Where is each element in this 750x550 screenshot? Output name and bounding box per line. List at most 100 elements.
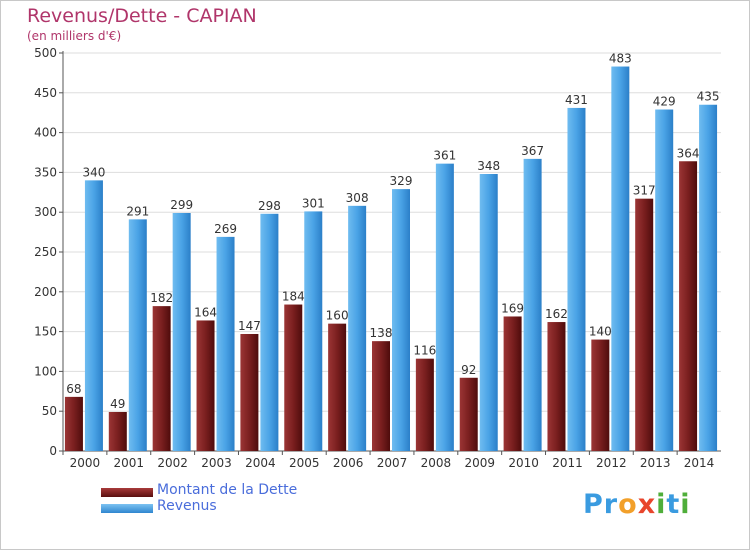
bar-revenus (479, 173, 498, 451)
bar-dette (64, 396, 83, 451)
y-tick-label: 150 (34, 325, 57, 339)
legend-label-revenus: Revenus (157, 498, 217, 514)
data-label-revenus: 269 (214, 222, 237, 236)
x-tick-label: 2005 (289, 456, 320, 470)
bar-revenus (216, 236, 235, 451)
logo-letter: x (637, 489, 657, 520)
y-tick-label: 100 (34, 364, 57, 378)
y-tick-label: 400 (34, 126, 57, 140)
x-tick-label: 2007 (377, 456, 408, 470)
data-label-dette: 92 (461, 363, 476, 377)
bar-revenus (567, 107, 586, 451)
y-tick-label: 0 (49, 444, 57, 458)
proxiti-logo: Proxiti (583, 489, 691, 520)
bar-revenus (172, 212, 191, 451)
x-tick-label: 2010 (508, 456, 539, 470)
data-label-dette: 68 (66, 382, 81, 396)
data-label-revenus: 483 (609, 52, 632, 66)
bar-revenus (523, 158, 542, 452)
bar-dette (152, 306, 171, 451)
bar-dette (196, 320, 215, 451)
logo-letter: o (618, 489, 638, 520)
bar-dette (415, 358, 434, 451)
bar-revenus (260, 213, 279, 451)
bar-revenus (392, 189, 410, 451)
x-tick-label: 2002 (157, 456, 188, 470)
data-label-dette: 169 (501, 301, 524, 315)
x-tick-label: 2000 (70, 456, 101, 470)
bar-revenus (304, 211, 323, 451)
x-tick-label: 2009 (464, 456, 495, 470)
data-label-revenus: 435 (697, 90, 720, 104)
data-label-revenus: 340 (82, 165, 105, 179)
bar-revenus (699, 104, 718, 452)
bar-dette (547, 322, 566, 451)
data-label-dette: 184 (282, 290, 305, 304)
data-label-revenus: 431 (565, 93, 588, 107)
logo-letter: t (666, 489, 681, 520)
logo-letter: P (583, 489, 604, 520)
data-label-dette: 49 (110, 397, 125, 411)
y-tick-label: 500 (34, 46, 57, 60)
logo-letter: i (680, 489, 691, 520)
logo-letter: r (603, 489, 619, 520)
data-label-dette: 317 (633, 184, 656, 198)
x-tick-label: 2001 (114, 456, 145, 470)
bar-revenus (128, 219, 147, 451)
y-tick-label: 350 (34, 165, 57, 179)
y-tick-label: 50 (42, 404, 57, 418)
bar-dette (108, 411, 127, 451)
bar-dette (679, 161, 698, 452)
bar-revenus (84, 180, 103, 452)
data-label-revenus: 429 (653, 95, 676, 109)
data-label-revenus: 367 (521, 144, 544, 158)
y-tick-label: 300 (34, 205, 57, 219)
y-tick-label: 450 (34, 86, 57, 100)
bar-dette (591, 339, 610, 451)
x-tick-label: 2011 (552, 456, 583, 470)
x-tick-label: 2014 (684, 456, 715, 470)
bar-dette (635, 198, 654, 451)
chart-title: Revenus/Dette - CAPIAN (27, 5, 257, 27)
x-tick-label: 2013 (640, 456, 671, 470)
bar-revenus (348, 205, 367, 451)
data-label-revenus: 361 (433, 149, 456, 163)
data-label-dette: 116 (413, 344, 436, 358)
data-label-dette: 164 (194, 305, 217, 319)
data-label-dette: 147 (238, 319, 261, 333)
data-label-dette: 160 (326, 309, 349, 323)
data-label-revenus: 301 (302, 196, 325, 210)
data-label-dette: 138 (370, 326, 393, 340)
bar-dette (459, 377, 478, 451)
x-tick-label: 2012 (596, 456, 627, 470)
bar-revenus (611, 66, 630, 452)
data-label-revenus: 329 (390, 174, 413, 188)
x-tick-label: 2004 (245, 456, 276, 470)
bar-dette (372, 341, 390, 451)
data-label-revenus: 308 (346, 191, 369, 205)
data-label-dette: 364 (677, 146, 700, 160)
data-label-revenus: 348 (477, 159, 500, 173)
bar-dette (284, 304, 303, 451)
legend-swatch-revenus (101, 504, 153, 513)
legend-swatch-dette (101, 488, 153, 497)
data-label-dette: 140 (589, 325, 612, 339)
bar-dette (503, 316, 522, 451)
data-label-revenus: 298 (258, 199, 281, 213)
bar-revenus (655, 109, 674, 452)
bar-revenus (435, 163, 454, 452)
legend-label-dette: Montant de la Dette (157, 482, 298, 498)
chart-subtitle: (en milliers d'€) (27, 29, 122, 43)
data-label-dette: 162 (545, 307, 568, 321)
data-label-revenus: 291 (126, 204, 149, 218)
data-label-revenus: 299 (170, 198, 193, 212)
y-tick-label: 250 (34, 245, 57, 259)
x-tick-label: 2008 (421, 456, 452, 470)
bar-dette (328, 323, 347, 451)
x-tick-label: 2006 (333, 456, 364, 470)
y-tick-label: 200 (34, 285, 57, 299)
x-tick-label: 2003 (201, 456, 232, 470)
logo-letter: i (656, 489, 667, 520)
